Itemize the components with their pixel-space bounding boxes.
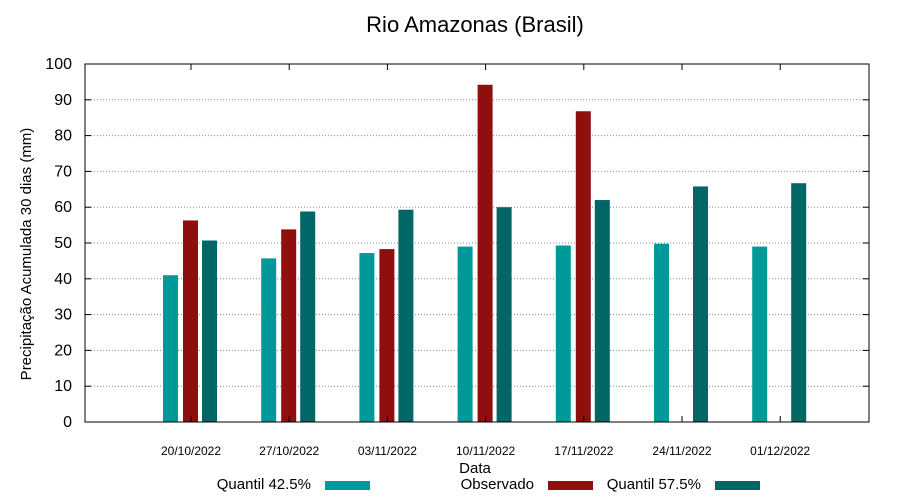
y-axis-label: Precipitação Acumulada 30 dias (mm) [18, 128, 35, 381]
y-tick-label: 10 [54, 378, 72, 395]
x-tick-label: 27/10/2022 [259, 444, 319, 458]
x-axis: 20/10/2022 27/10/2022 03/11/2022 10/11/2022… [161, 64, 811, 458]
bar-observado-3 [477, 84, 493, 422]
legend-label: Quantil 57.5% [607, 476, 701, 493]
legend-swatch [325, 481, 370, 490]
legend-label: Observado [461, 476, 534, 493]
x-tick-label: 01/12/2022 [750, 444, 810, 458]
bar-quantil-42-5--5 [654, 243, 669, 422]
y-tick-label: 80 [54, 128, 72, 145]
bar-observado-2 [379, 249, 395, 422]
y-tick-label: 20 [54, 342, 72, 359]
x-tick-label: 03/11/2022 [358, 444, 417, 458]
y-tick-label: 100 [45, 56, 72, 73]
x-tick-label: 10/11/2022 [456, 444, 515, 458]
x-tick-label: 20/10/2022 [161, 444, 221, 458]
y-tick-label: 40 [54, 271, 72, 288]
bar-quantil-42-5--6 [752, 246, 768, 422]
bar-quantil-42-5--4 [555, 245, 571, 422]
bar-observado-1 [281, 229, 297, 422]
chart-title: Rio Amazonas (Brasil) [366, 12, 584, 37]
bar-quantil-57-5--1 [300, 211, 316, 422]
x-tick-label: 17/11/2022 [554, 444, 613, 458]
bar-observado-4 [575, 111, 591, 423]
bar-quantil-57-5--3 [496, 207, 512, 422]
bar-quantil-57-5--6 [791, 183, 807, 422]
y-tick-label: 60 [54, 199, 72, 216]
bar-quantil-42-5--1 [261, 258, 277, 422]
bar-quantil-42-5--0 [163, 275, 178, 422]
bar-quantil-57-5--5 [693, 186, 708, 422]
legend-swatch [715, 481, 760, 490]
bar-quantil-57-5--4 [594, 200, 610, 422]
x-axis-label: Data [459, 460, 491, 477]
bar-quantil-57-5--0 [202, 240, 217, 422]
bars [163, 84, 807, 423]
bar-quantil-57-5--2 [398, 209, 414, 422]
y-tick-label: 90 [54, 92, 72, 109]
x-tick-label: 24/11/2022 [652, 444, 711, 458]
y-axis: 0 10 20 30 40 50 60 70 80 90 100 [45, 56, 869, 431]
bar-observado-0 [183, 220, 198, 422]
y-tick-label: 70 [54, 163, 72, 180]
bar-quantil-42-5--3 [457, 246, 473, 422]
legend: Quantil 42.5% Observado Quantil 57.5% [217, 476, 760, 493]
y-tick-label: 30 [54, 307, 72, 324]
legend-swatch [548, 481, 593, 490]
legend-label: Quantil 42.5% [217, 476, 311, 493]
y-tick-label: 50 [54, 235, 72, 252]
y-tick-label: 0 [63, 414, 72, 431]
bar-quantil-42-5--2 [359, 253, 375, 422]
